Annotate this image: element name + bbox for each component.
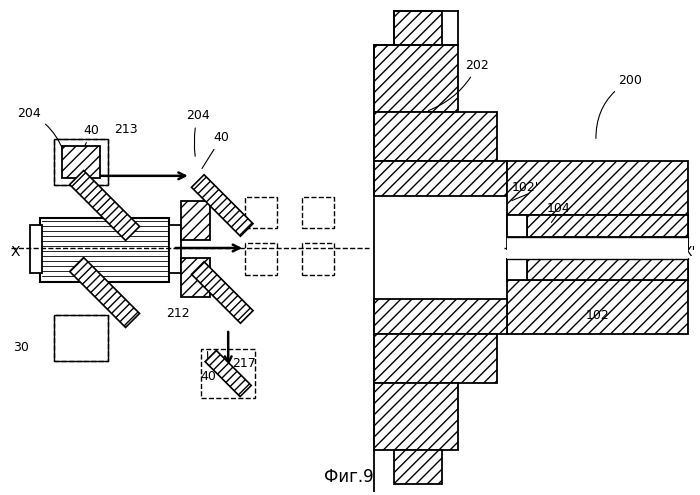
Polygon shape [507,215,528,237]
Polygon shape [41,218,169,282]
Polygon shape [192,262,253,323]
Text: 202: 202 [428,59,489,110]
Text: 204: 204 [186,109,209,156]
Polygon shape [374,111,497,161]
Polygon shape [527,237,688,248]
Bar [302,243,334,275]
Bar [54,139,108,185]
Text: 213: 213 [115,123,138,136]
Bar [245,243,276,275]
Text: 40: 40 [202,131,229,168]
Polygon shape [527,237,688,259]
Polygon shape [507,237,688,259]
Polygon shape [527,215,688,237]
Polygon shape [192,175,253,236]
Polygon shape [507,215,527,237]
Polygon shape [374,299,507,334]
Text: 40: 40 [200,351,216,384]
Text: 204: 204 [18,106,63,150]
Polygon shape [527,259,688,280]
Polygon shape [507,161,688,215]
Polygon shape [507,280,688,334]
Polygon shape [507,259,528,281]
Polygon shape [507,237,688,248]
Text: X: X [10,245,20,259]
Polygon shape [527,215,688,237]
Polygon shape [527,237,688,248]
Text: 212: 212 [166,307,190,320]
Text: X': X' [683,245,696,259]
Text: 217: 217 [232,356,256,370]
Polygon shape [394,449,442,484]
Bar [302,197,334,228]
Polygon shape [527,215,688,237]
Polygon shape [181,258,211,297]
Polygon shape [374,161,507,196]
Polygon shape [31,225,42,273]
Bar [54,315,108,361]
Polygon shape [507,259,527,280]
Text: 40: 40 [78,124,99,160]
Polygon shape [374,334,497,384]
Text: 102: 102 [586,309,610,322]
Text: Фиг.9: Фиг.9 [324,468,374,487]
Polygon shape [527,259,688,280]
Polygon shape [205,350,251,396]
Polygon shape [62,146,99,178]
Bar [245,197,276,228]
Text: 200: 200 [596,74,642,139]
Text: 104: 104 [547,202,570,215]
Polygon shape [70,171,139,241]
Polygon shape [70,257,139,327]
Polygon shape [181,200,211,240]
Polygon shape [507,237,528,249]
Polygon shape [169,225,181,273]
Bar [200,349,255,398]
Text: 30: 30 [13,341,29,354]
Text: 102': 102' [512,181,539,194]
Polygon shape [374,384,458,449]
Polygon shape [374,46,458,111]
Polygon shape [394,11,442,46]
